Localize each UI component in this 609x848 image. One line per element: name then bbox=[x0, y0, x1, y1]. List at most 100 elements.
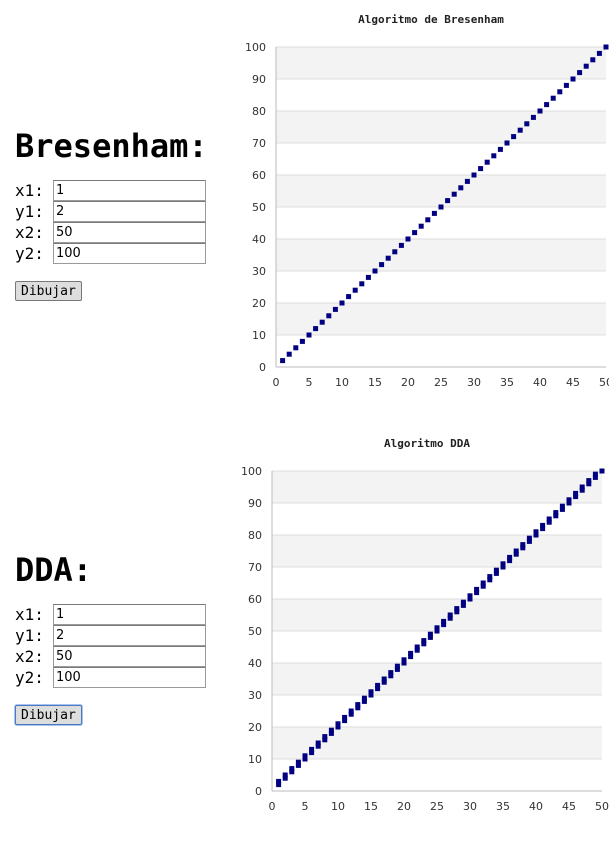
dda-data-point bbox=[342, 718, 348, 724]
bresenham-x-tick-label: 45 bbox=[566, 376, 580, 389]
dda-data-point bbox=[388, 673, 394, 679]
bresenham-x-tick-label: 5 bbox=[306, 376, 313, 389]
bresenham-grid-band bbox=[276, 207, 606, 239]
dda-data-point bbox=[414, 644, 420, 650]
bresenham-data-point bbox=[464, 178, 470, 184]
bresenham-data-point bbox=[379, 262, 385, 268]
bresenham-data-point bbox=[451, 191, 457, 197]
dda-data-point bbox=[474, 590, 480, 596]
dda-data-point bbox=[401, 660, 407, 666]
bresenham-data-point bbox=[405, 236, 411, 242]
bresenham-x2-input[interactable] bbox=[53, 222, 206, 243]
dda-y-tick-label: 50 bbox=[248, 625, 262, 638]
bresenham-grid-band bbox=[276, 303, 606, 335]
bresenham-data-point bbox=[346, 294, 352, 300]
bresenham-data-point bbox=[524, 121, 530, 127]
dda-y1-label: y1: bbox=[15, 626, 44, 645]
dda-x-tick-label: 15 bbox=[364, 800, 378, 813]
bresenham-x2-row: x2: bbox=[15, 222, 225, 243]
bresenham-data-point bbox=[392, 249, 398, 255]
dda-data-point bbox=[368, 689, 374, 695]
dda-data-point bbox=[454, 609, 460, 615]
bresenham-data-point bbox=[577, 70, 583, 76]
dda-data-point bbox=[500, 564, 506, 570]
bresenham-data-point bbox=[537, 108, 543, 114]
dda-x2-input[interactable] bbox=[53, 646, 206, 667]
bresenham-y-tick-label: 0 bbox=[259, 361, 266, 374]
dda-grid-band bbox=[272, 695, 602, 727]
bresenham-data-point bbox=[431, 210, 437, 216]
dda-section: DDA: x1: y1: x2: y2: Dibujar Algoritmo D… bbox=[0, 424, 609, 848]
dda-data-point bbox=[388, 670, 394, 676]
dda-data-point bbox=[434, 625, 440, 631]
dda-data-point bbox=[533, 532, 539, 538]
bresenham-data-point bbox=[438, 204, 444, 210]
bresenham-data-point bbox=[596, 50, 602, 56]
dda-data-point bbox=[394, 666, 400, 672]
bresenham-data-point bbox=[398, 242, 404, 248]
bresenham-y-tick-label: 100 bbox=[245, 41, 266, 54]
dda-data-point bbox=[295, 762, 301, 768]
dda-data-point bbox=[381, 679, 387, 685]
bresenham-data-point bbox=[471, 172, 477, 178]
bresenham-data-point bbox=[603, 44, 609, 50]
dda-data-point bbox=[355, 702, 361, 708]
dda-data-point bbox=[315, 740, 321, 746]
dda-draw-button[interactable]: Dibujar bbox=[15, 705, 82, 725]
bresenham-y-tick-label: 30 bbox=[252, 265, 266, 278]
dda-data-point bbox=[368, 692, 374, 698]
dda-data-point bbox=[579, 484, 585, 490]
bresenham-data-point bbox=[286, 351, 292, 357]
dda-heading: DDA: bbox=[15, 551, 93, 589]
dda-x-tick-label: 45 bbox=[562, 800, 576, 813]
dda-data-point bbox=[328, 730, 334, 736]
bresenham-data-point bbox=[511, 134, 517, 140]
dda-x2-label: x2: bbox=[15, 647, 44, 666]
dda-y1-row: y1: bbox=[15, 625, 225, 646]
dda-y-tick-label: 40 bbox=[248, 657, 262, 670]
bresenham-data-point bbox=[478, 166, 484, 172]
dda-y2-input[interactable] bbox=[53, 667, 206, 688]
dda-data-point bbox=[599, 468, 605, 474]
bresenham-y-tick-label: 50 bbox=[252, 201, 266, 214]
bresenham-y1-input[interactable] bbox=[53, 201, 206, 222]
dda-data-point bbox=[421, 638, 427, 644]
dda-data-point bbox=[467, 593, 473, 599]
dda-data-point bbox=[540, 526, 546, 532]
dda-data-point bbox=[447, 612, 453, 618]
bresenham-chart: Algoritmo de Bresenham010203040506070809… bbox=[245, 13, 609, 389]
dda-data-point bbox=[546, 519, 552, 525]
dda-data-point bbox=[454, 606, 460, 612]
dda-data-point bbox=[328, 727, 334, 733]
dda-data-point bbox=[421, 641, 427, 647]
bresenham-draw-button[interactable]: Dibujar bbox=[15, 281, 82, 301]
dda-data-point bbox=[427, 634, 433, 640]
bresenham-x-tick-label: 30 bbox=[467, 376, 481, 389]
dda-data-point bbox=[348, 708, 354, 714]
dda-x-tick-label: 20 bbox=[397, 800, 411, 813]
dda-x2-row: x2: bbox=[15, 646, 225, 667]
dda-data-point bbox=[540, 522, 546, 528]
dda-y-tick-label: 100 bbox=[241, 465, 262, 478]
dda-x1-input[interactable] bbox=[53, 604, 206, 625]
dda-x-tick-label: 50 bbox=[595, 800, 609, 813]
bresenham-grid-band bbox=[276, 175, 606, 207]
dda-data-point bbox=[520, 542, 526, 548]
dda-data-point bbox=[480, 580, 486, 586]
bresenham-y2-input[interactable] bbox=[53, 243, 206, 264]
bresenham-grid-band bbox=[276, 79, 606, 111]
dda-form: DDA: x1: y1: x2: y2: Dibujar bbox=[15, 550, 225, 725]
dda-data-point bbox=[427, 631, 433, 637]
bresenham-data-point bbox=[313, 326, 319, 332]
bresenham-x1-input[interactable] bbox=[53, 180, 206, 201]
bresenham-x2-label: x2: bbox=[15, 223, 44, 242]
bresenham-x-tick-label: 40 bbox=[533, 376, 547, 389]
dda-y1-input[interactable] bbox=[53, 625, 206, 646]
dda-data-point bbox=[480, 583, 486, 589]
dda-y-tick-label: 20 bbox=[248, 721, 262, 734]
dda-grid-band bbox=[272, 503, 602, 535]
dda-data-point bbox=[441, 618, 447, 624]
dda-x1-label: x1: bbox=[15, 605, 44, 624]
dda-data-point bbox=[348, 711, 354, 717]
dda-data-point bbox=[566, 497, 572, 503]
